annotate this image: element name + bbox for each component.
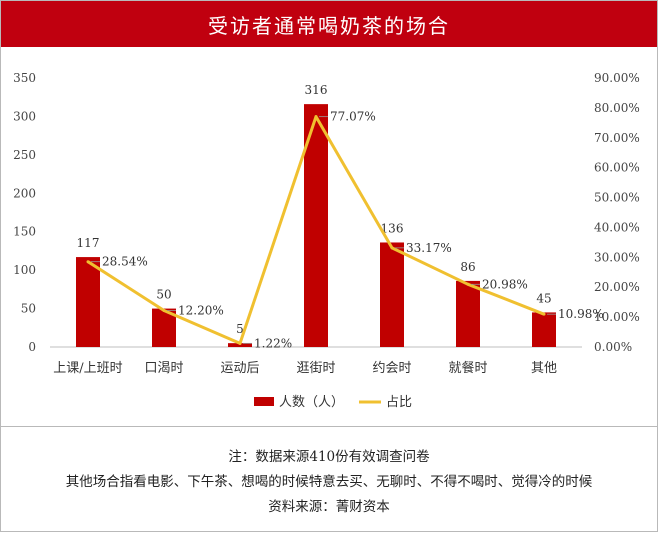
y-right-tick-label: 90.00% — [594, 71, 640, 85]
y-left-tick-label: 0 — [28, 340, 36, 354]
legend-line-label: 占比 — [386, 395, 412, 410]
y-right-tick-label: 30.00% — [594, 250, 640, 264]
line-point — [162, 309, 166, 313]
line-value-label: 28.54% — [102, 255, 148, 269]
line-point — [390, 246, 394, 250]
legend-bar-swatch — [254, 397, 274, 406]
line-value-label: 10.98% — [558, 307, 604, 321]
x-tick-label: 约会时 — [372, 361, 411, 376]
chart-area: 0 50 100 150 200 250 300 350 0.00% 10.00% 20.00% 30… — [0, 50, 658, 426]
legend-bar-label: 人数（人） — [279, 395, 344, 410]
x-tick-label: 逛街时 — [296, 361, 335, 376]
bar-value-label: 5 — [236, 322, 244, 336]
line-point — [466, 282, 470, 286]
y-left-tick-label: 250 — [13, 148, 36, 162]
y-right-tick-label: 60.00% — [594, 161, 640, 175]
x-tick-label: 运动后 — [220, 361, 259, 376]
chart-title: 受访者通常喝奶茶的场合 — [1, 1, 657, 47]
y-left-tick-label: 100 — [13, 263, 36, 277]
bar-value-label: 45 — [536, 291, 551, 305]
combo-chart: 0 50 100 150 200 250 300 350 0.00% 10.00% 20.00% 30… — [13, 71, 640, 410]
bar — [456, 280, 480, 347]
notes-section: 注：数据来源410份有效调查问卷 其他场合指看电影、下午茶、想喝的时候特意去买、… — [0, 426, 658, 532]
line-value-label: 33.17% — [406, 241, 452, 255]
y-right-tick-label: 0.00% — [594, 340, 632, 354]
y-right-tick-label: 50.00% — [594, 191, 640, 205]
bar-value-label: 316 — [305, 83, 328, 97]
line-value-label: 20.98% — [482, 277, 528, 291]
bar-value-label: 50 — [156, 288, 171, 302]
bar-value-label: 117 — [77, 236, 100, 250]
bar — [76, 257, 100, 347]
y-right-tick-label: 10.00% — [594, 310, 640, 324]
bar-value-label: 86 — [460, 260, 475, 274]
y-left-tick-label: 150 — [13, 225, 36, 239]
line-value-label: 12.20% — [178, 304, 224, 318]
note-data-source: 注：数据来源410份有效调查问卷 — [228, 448, 430, 465]
y-left-tick-label: 50 — [21, 302, 36, 316]
y-right-tick-label: 70.00% — [594, 131, 640, 145]
line-point — [314, 115, 318, 119]
line-value-label: 1.22% — [254, 336, 292, 350]
line-value-label: 77.07% — [330, 110, 376, 124]
x-tick-label: 其他 — [531, 361, 557, 376]
x-tick-label: 口渴时 — [144, 361, 183, 376]
bar-value-label: 136 — [381, 221, 404, 235]
bar — [380, 242, 404, 347]
line-point — [542, 312, 546, 316]
bar — [532, 312, 556, 347]
y-right-tick-label: 40.00% — [594, 220, 640, 234]
y-right-tick-label: 20.00% — [594, 280, 640, 294]
y-right-tick-label: 80.00% — [594, 101, 640, 115]
y-left-tick-label: 200 — [13, 186, 36, 200]
x-tick-label: 就餐时 — [448, 360, 487, 376]
y-left-tick-label: 350 — [13, 71, 36, 85]
line-point — [86, 260, 90, 264]
note-other-occasions: 其他场合指看电影、下午茶、想喝的时候特意去买、无聊时、不得不喝时、觉得冷的时候 — [65, 473, 593, 490]
line-point — [238, 341, 242, 345]
x-tick-label: 上课/上班时 — [53, 361, 122, 376]
bar — [228, 343, 252, 347]
y-left-tick-label: 300 — [13, 109, 36, 123]
note-reference: 资料来源：菁财资本 — [268, 498, 390, 515]
